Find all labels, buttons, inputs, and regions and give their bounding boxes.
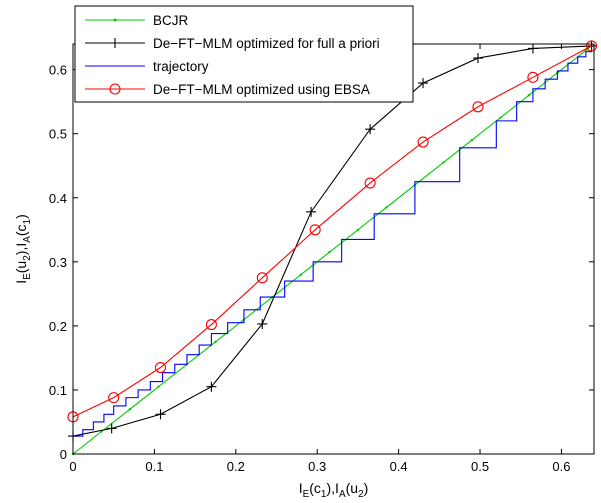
y-tick-label: 0.5 <box>49 127 67 142</box>
x-tick-label: 0.6 <box>552 459 570 474</box>
label-subscript: E <box>303 489 310 500</box>
y-tick-label: 0.2 <box>49 319 67 334</box>
label-text: ) <box>364 480 369 496</box>
label-text: (u <box>13 261 29 273</box>
legend-label: De−FT−MLM optimized using EBSA <box>153 82 370 97</box>
label-subscript: 2 <box>358 489 364 500</box>
label-text: (c <box>309 480 321 496</box>
label-subscript: E <box>22 273 33 280</box>
series-line <box>72 45 592 418</box>
dot-marker <box>442 161 445 164</box>
y-axis-label: IE(u2),IA(c1) <box>13 214 33 284</box>
legend-entry-1: De−FT−MLM optimized for full a priori <box>85 36 380 51</box>
circle-marker <box>108 392 120 404</box>
circle-marker <box>309 224 321 236</box>
series-2 <box>73 45 593 437</box>
plus-marker <box>472 53 483 64</box>
y-tick-label: 0.4 <box>49 191 67 206</box>
legend-marker <box>110 38 120 48</box>
plus-marker <box>306 206 317 217</box>
circle-marker <box>417 136 429 148</box>
dot-marker <box>299 273 303 276</box>
label-text: I <box>13 280 29 284</box>
label-text: (c <box>13 224 29 236</box>
circle-marker <box>256 272 268 284</box>
legend-marker <box>113 18 117 22</box>
dot-marker <box>470 138 474 142</box>
label-subscript: 1 <box>321 489 327 500</box>
label-subscript: A <box>339 489 346 500</box>
plus-marker <box>418 78 429 89</box>
circle-marker <box>527 71 539 83</box>
legend-entry-3: De−FT−MLM optimized using EBSA <box>85 82 370 97</box>
dot-marker <box>128 407 132 411</box>
legend-label: De−FT−MLM optimized for full a priori <box>153 36 380 51</box>
circle-marker <box>364 177 376 189</box>
legend-box <box>74 5 414 103</box>
circle-marker <box>472 101 484 113</box>
series-line <box>72 45 592 455</box>
series-3 <box>67 40 598 423</box>
x-tick-label: 0.1 <box>145 459 163 474</box>
legend-entry-0: BCJR <box>85 13 189 28</box>
x-tick-label: 0.3 <box>308 459 326 474</box>
circle-marker <box>586 40 598 52</box>
label-text: ),I <box>13 243 29 255</box>
x-tick-label: 0.4 <box>390 459 408 474</box>
label-text: ) <box>13 214 29 219</box>
plus-marker <box>106 423 117 434</box>
dot-marker <box>527 94 531 97</box>
plus-marker <box>155 409 166 420</box>
y-tick-label: 0.3 <box>49 255 67 270</box>
series-layer <box>67 40 598 456</box>
plus-marker <box>206 381 217 392</box>
circle-marker <box>154 361 167 374</box>
plus-marker <box>527 43 538 54</box>
label-text: I <box>299 480 303 496</box>
legend: BCJR De−FT−MLM optimized for full a prior… <box>74 5 414 103</box>
x-tick-label: 0.5 <box>471 459 489 474</box>
dot-marker <box>385 206 388 209</box>
circle-marker <box>205 319 217 331</box>
dot-marker <box>499 116 502 119</box>
plus-marker <box>365 124 376 135</box>
x-tick-label: 0.2 <box>227 459 245 474</box>
dot-marker <box>157 385 160 388</box>
legend-entry-2: trajectory <box>85 59 209 74</box>
label-subscript: 2 <box>22 255 33 261</box>
series-line <box>73 45 593 437</box>
y-tick-label: 0.6 <box>49 63 67 78</box>
label-subscript: A <box>22 236 33 243</box>
plus-marker <box>257 318 268 329</box>
x-axis-label: IE(c1),IA(u2) <box>299 480 369 500</box>
dot-marker <box>214 340 217 344</box>
legend-label: trajectory <box>153 59 209 74</box>
dot-marker <box>356 228 360 231</box>
y-tick-label: 0.1 <box>49 383 67 398</box>
label-text: (u <box>346 480 358 496</box>
label-text: ),I <box>326 480 338 496</box>
label-subscript: 1 <box>22 218 33 224</box>
dot-marker <box>328 251 331 254</box>
x-tick-label: 0 <box>69 459 76 474</box>
legend-marker <box>109 83 121 95</box>
y-tick-label: 0 <box>60 447 67 462</box>
legend-label: BCJR <box>153 13 189 28</box>
